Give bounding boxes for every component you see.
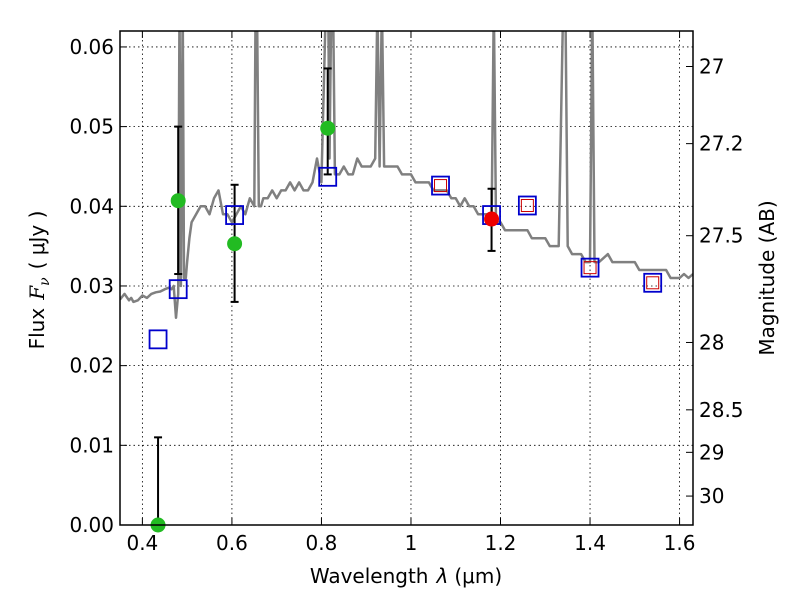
blue-square-marker: [517, 195, 537, 216]
x-tick-label: 1.6: [664, 531, 696, 555]
x-tick-label: 1.2: [485, 531, 517, 555]
sed-model-line: [120, 31, 693, 320]
y-tick-label: 0.00: [69, 513, 114, 537]
blue-square-marker: [580, 257, 600, 278]
x-tick-label: 0.6: [216, 531, 248, 555]
y-tick-label: 0.04: [69, 194, 114, 218]
green-circle-marker: [320, 120, 336, 136]
right-axis-label: Magnitude (AB): [755, 200, 779, 355]
x-tick-label: 0.8: [306, 531, 338, 555]
right-axis-tick-label: 28: [699, 330, 724, 354]
blue-square-marker: [225, 205, 245, 225]
green-circle-marker: [227, 236, 243, 252]
right-axis-tick-label: 27: [699, 55, 724, 79]
blue-square-marker: [318, 166, 338, 187]
right-axis-tick-label: 28.5: [699, 398, 744, 422]
marker-layer: [148, 67, 663, 533]
right-axis-tick-label: 27.2: [699, 132, 744, 156]
blue-square-marker: [431, 175, 450, 196]
tick-layer: 0.4 0.6 0.8 1 1.2 1.4 1.6 0.00 0.01 0.02 0.03 0.04 0…: [69, 31, 744, 555]
x-axis-label: Wavelength λ (μm): [310, 564, 502, 588]
x-tick-label: 1.4: [574, 531, 606, 555]
blue-square-marker: [643, 272, 663, 293]
grid-lines: [120, 31, 693, 526]
red-square-marker: [520, 198, 534, 212]
x-tick-label: 1: [405, 531, 418, 555]
y-tick-label: 0.02: [69, 354, 114, 378]
blue-square-marker: [168, 279, 188, 300]
y-tick-label: 0.06: [69, 35, 114, 59]
red-square-marker: [583, 261, 597, 275]
x-tick-label: 0.4: [126, 531, 158, 555]
green-circle-marker: [170, 193, 186, 209]
right-axis-tick-label: 29: [699, 440, 724, 464]
right-axis-tick-label: 27.5: [699, 224, 744, 248]
red-square-marker: [646, 276, 660, 290]
series-layer: [120, 31, 693, 320]
y-tick-label: 0.01: [69, 433, 114, 457]
y-tick-label: 0.03: [69, 274, 114, 298]
blue-square-marker: [148, 329, 168, 350]
right-axis-tick-label: 30: [699, 484, 724, 508]
y-axis-label: FluxFν( μJy ): [25, 211, 53, 350]
plot-frame: [119, 30, 694, 526]
red-circle-marker: [484, 211, 500, 227]
red-square-marker: [434, 179, 448, 193]
y-tick-label: 0.05: [69, 115, 114, 139]
